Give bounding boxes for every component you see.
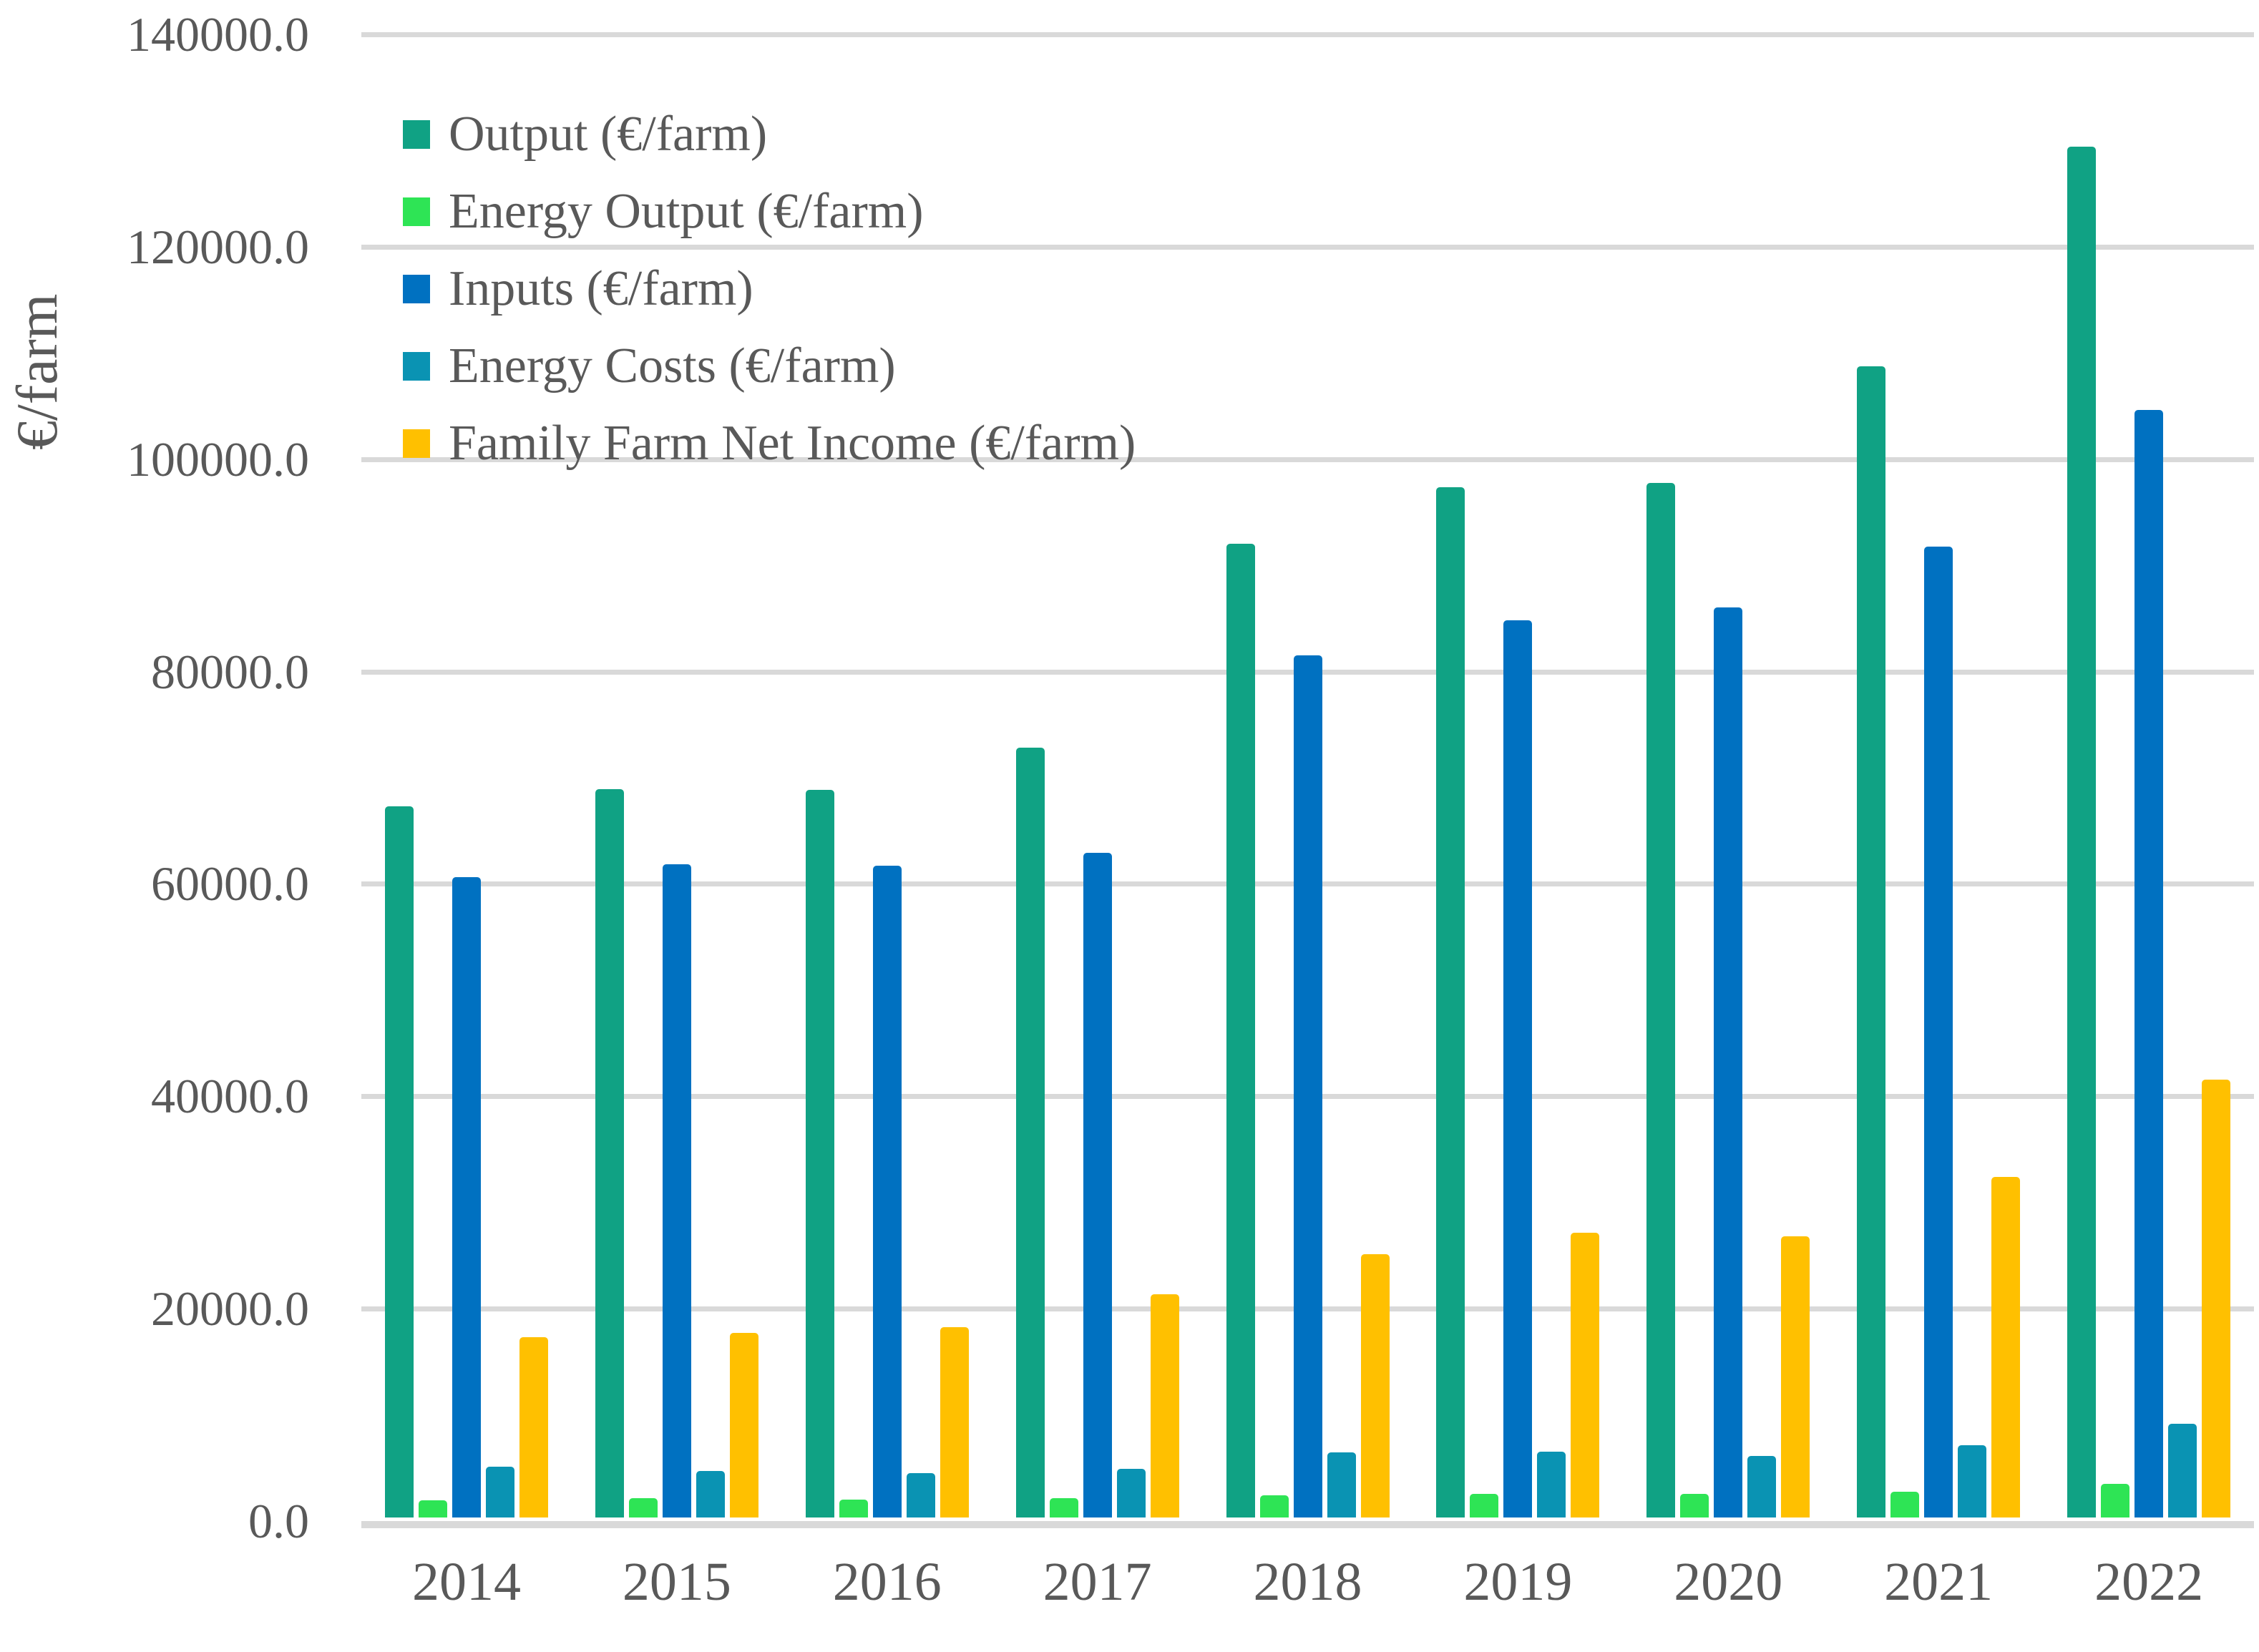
bar xyxy=(805,790,834,1517)
bar xyxy=(452,876,481,1517)
legend-color-swatch-icon xyxy=(403,352,430,381)
bar xyxy=(1360,1253,1390,1517)
legend-label: Energy Costs (€/farm) xyxy=(449,338,896,394)
legend-label: Energy Output (€/farm) xyxy=(449,184,924,239)
x-axis-label-2017: 2017 xyxy=(1043,1552,1152,1612)
bar xyxy=(1226,543,1255,1517)
bar xyxy=(1116,1468,1146,1517)
bar xyxy=(2202,1080,2231,1517)
legend-entry: Energy Costs (€/farm) xyxy=(403,341,1136,392)
bar-group-2020 xyxy=(1623,31,1833,1517)
y-tick-label-40000: 40000.0 xyxy=(151,1069,309,1124)
bar xyxy=(1083,852,1112,1517)
bar xyxy=(1537,1451,1566,1517)
plot-area xyxy=(361,31,2254,1528)
bar xyxy=(418,1500,447,1517)
legend-entry: Inputs (€/farm) xyxy=(403,263,1136,315)
y-tick-label-140000: 140000.0 xyxy=(127,7,309,62)
bar xyxy=(696,1470,725,1517)
bar xyxy=(628,1498,658,1517)
bar-group-2022 xyxy=(2044,31,2254,1517)
bar-series-area xyxy=(361,31,2254,1517)
bar xyxy=(1470,1494,1499,1517)
y-tick-label-20000: 20000.0 xyxy=(151,1281,309,1336)
bar xyxy=(1680,1494,1709,1517)
y-tick-label-60000: 60000.0 xyxy=(151,856,309,911)
x-axis-label-2021: 2021 xyxy=(1884,1552,1994,1612)
bar xyxy=(595,788,624,1517)
bar xyxy=(1015,747,1045,1517)
bar xyxy=(519,1336,548,1517)
bar xyxy=(1991,1176,2021,1517)
bar xyxy=(1571,1233,1600,1517)
bar xyxy=(1714,607,1743,1517)
bar xyxy=(1049,1498,1078,1517)
bar xyxy=(1747,1455,1777,1517)
bar xyxy=(839,1499,868,1517)
bar xyxy=(2101,1483,2130,1517)
bar xyxy=(1958,1445,1987,1517)
gridline-100000 xyxy=(361,456,2254,462)
y-tick-label-120000: 120000.0 xyxy=(127,219,309,274)
gridline-140000 xyxy=(361,32,2254,37)
legend-entry: Energy Output (€/farm) xyxy=(403,186,1136,238)
bar-group-2014 xyxy=(361,31,572,1517)
y-tick-label-0: 0.0 xyxy=(248,1494,309,1548)
legend-entry: Output (€/farm) xyxy=(403,109,1136,160)
chart-legend: Output (€/farm) Energy Output (€/farm) Inp… xyxy=(403,109,1136,469)
bar xyxy=(1259,1495,1289,1517)
bar-group-2018 xyxy=(1203,31,1413,1517)
legend-color-swatch-icon xyxy=(403,275,430,303)
bar xyxy=(729,1332,758,1517)
legend-label: Family Farm Net Income (€/farm) xyxy=(449,416,1136,471)
bar xyxy=(2168,1424,2197,1517)
bar xyxy=(485,1466,514,1517)
bar xyxy=(1503,620,1533,1517)
x-axis-label-2019: 2019 xyxy=(1463,1552,1573,1612)
x-axis-label-2015: 2015 xyxy=(622,1552,731,1612)
bar xyxy=(2134,409,2164,1517)
bar xyxy=(1646,483,1676,1517)
bar xyxy=(1857,366,1886,1517)
bar xyxy=(872,865,902,1517)
y-tick-label-100000: 100000.0 xyxy=(127,431,309,487)
bar xyxy=(1327,1452,1356,1517)
bar-group-2017 xyxy=(992,31,1203,1517)
legend-label: Output (€/farm) xyxy=(449,107,768,162)
bar xyxy=(1293,655,1322,1517)
bar xyxy=(384,806,414,1517)
x-axis-label-2022: 2022 xyxy=(2094,1552,2204,1612)
y-tick-label-80000: 80000.0 xyxy=(151,644,309,699)
bar xyxy=(2067,146,2097,1517)
bar xyxy=(1436,487,1465,1517)
legend-color-swatch-icon xyxy=(403,197,430,226)
legend-color-swatch-icon xyxy=(403,120,430,149)
bar-group-2021 xyxy=(1833,31,2044,1517)
bar-group-2016 xyxy=(782,31,992,1517)
x-axis-category-labels: 2014 2015 2016 2017 2018 2019 2020 2021 2022 xyxy=(361,1551,2254,1613)
bar xyxy=(906,1472,935,1517)
legend-label: Inputs (€/farm) xyxy=(449,261,753,316)
legend-color-swatch-icon xyxy=(403,429,430,458)
gridline-0 xyxy=(361,1521,2254,1528)
bar xyxy=(1781,1236,1810,1517)
gridline-120000 xyxy=(361,244,2254,250)
bar xyxy=(940,1327,969,1517)
bar xyxy=(1150,1294,1179,1517)
bar xyxy=(662,864,691,1517)
bar xyxy=(1890,1492,1920,1517)
bar xyxy=(1924,547,1953,1517)
bar-group-2015 xyxy=(572,31,782,1517)
bar-group-2019 xyxy=(1413,31,1623,1517)
x-axis-label-2020: 2020 xyxy=(1674,1552,1783,1612)
legend-entry: Family Farm Net Income (€/farm) xyxy=(403,418,1136,469)
x-axis-label-2014: 2014 xyxy=(411,1552,521,1612)
x-axis-label-2018: 2018 xyxy=(1253,1552,1362,1612)
x-axis-label-2016: 2016 xyxy=(832,1552,942,1612)
